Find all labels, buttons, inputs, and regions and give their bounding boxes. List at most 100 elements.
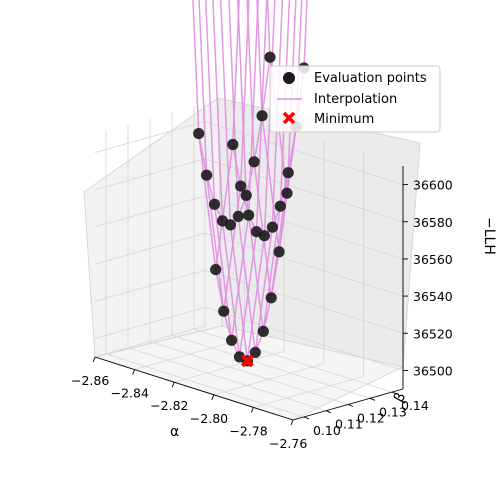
evaluation-point xyxy=(258,230,270,242)
interpolation-segment xyxy=(228,0,240,217)
y-tick-label: 0.10 xyxy=(313,423,341,438)
grid-floor-y xyxy=(149,341,349,405)
grid-floor-y xyxy=(105,353,305,418)
minimum-marker xyxy=(241,354,254,368)
evaluation-point xyxy=(273,246,285,258)
z-tick-label: 36600 xyxy=(413,178,453,193)
grid-left-z xyxy=(94,307,206,339)
x-tick-mark xyxy=(132,369,136,375)
evaluation-point xyxy=(282,167,294,179)
grid-left-z xyxy=(94,158,206,191)
evaluation-point xyxy=(208,198,221,210)
y-tick-mark xyxy=(347,404,354,407)
evaluation-point xyxy=(257,325,269,337)
interpolation-segment xyxy=(246,0,255,162)
interpolation-segment xyxy=(263,0,276,236)
evaluation-point xyxy=(201,169,213,181)
z-tick-label: 36580 xyxy=(413,215,453,230)
x-axis-line xyxy=(94,356,294,421)
evaluation-point xyxy=(264,51,276,63)
evaluation-point xyxy=(193,128,205,140)
x-tick-label: −2.84 xyxy=(111,386,149,401)
legend-box xyxy=(269,65,441,133)
interpolation-segment xyxy=(214,269,225,312)
interpolation-segment xyxy=(278,193,288,252)
interpolation-segment xyxy=(192,0,200,134)
evaluation-point xyxy=(226,334,238,346)
interpolation-segment xyxy=(261,57,271,116)
legend-label-interpolation: Interpolation xyxy=(314,92,397,107)
z-tick-label: 36560 xyxy=(413,252,453,267)
evaluation-point xyxy=(265,292,277,304)
interpolation-segment xyxy=(303,0,308,69)
interpolation-segment xyxy=(271,0,284,228)
interpolation-segment xyxy=(270,251,280,298)
y-tick-mark xyxy=(325,410,332,414)
interpolation-segment xyxy=(230,215,250,341)
interpolation-segment xyxy=(205,175,225,312)
interpolation-segment xyxy=(197,133,208,176)
interpolation-segment xyxy=(255,0,268,232)
interpolation-segment xyxy=(232,144,242,187)
evaluation-point xyxy=(224,219,236,231)
z-tick-label: 36500 xyxy=(413,363,453,378)
grid-back-z xyxy=(204,232,404,297)
z-axis-label: −LLH xyxy=(481,217,497,255)
grid-lines xyxy=(94,103,404,421)
evaluation-point xyxy=(210,264,222,276)
legend-label-minimum: Minimum xyxy=(314,112,374,127)
interpolation-segment xyxy=(246,235,266,361)
interpolation-segment xyxy=(253,161,272,298)
x-tick-label: −2.76 xyxy=(269,436,307,451)
interpolation-segment xyxy=(247,0,259,216)
y-tick-label: 0.14 xyxy=(401,398,429,413)
x-tick-label: −2.80 xyxy=(190,411,228,426)
axes-lines xyxy=(92,166,408,426)
legend-label-points: Evaluation points xyxy=(314,71,427,86)
y-tick-label: 0.13 xyxy=(379,404,407,419)
y-tick-mark xyxy=(391,391,398,395)
evaluation-point xyxy=(256,110,268,122)
evaluation-point xyxy=(218,305,230,317)
grid-left-z xyxy=(94,195,206,228)
interpolation-segment xyxy=(237,216,257,353)
z-tick-label: 36540 xyxy=(413,289,453,304)
evaluation-point xyxy=(227,138,239,151)
grid-floor-y xyxy=(171,334,371,399)
grid-floor-y xyxy=(127,347,327,412)
interpolation-segment xyxy=(295,0,303,127)
interpolation-segment xyxy=(239,0,250,187)
x-tick-label: −2.78 xyxy=(229,423,267,438)
interpolation-segment xyxy=(279,0,291,207)
interpolation-segment xyxy=(205,0,216,205)
evaluation-point xyxy=(248,156,260,168)
interpolation-segment xyxy=(213,204,233,341)
y-tick-label: 0.11 xyxy=(335,417,363,432)
grid-left-z xyxy=(94,232,206,265)
grid-back-z xyxy=(204,121,404,185)
minimum-x-mark xyxy=(241,354,254,368)
interpolation-segment xyxy=(232,0,240,145)
y-tick-mark xyxy=(303,416,310,420)
evaluation-point xyxy=(266,221,278,233)
interpolation-segment xyxy=(214,144,234,270)
evaluation-point xyxy=(249,346,261,358)
grid-left-z xyxy=(94,121,206,153)
y-tick-mark xyxy=(369,397,376,401)
evaluation-point xyxy=(240,189,252,201)
evaluation-point xyxy=(235,180,247,192)
evaluation-point xyxy=(243,209,255,221)
grid-left-z xyxy=(94,269,206,302)
legend: Evaluation points Interpolation Minimum xyxy=(269,65,441,133)
tick-labels: −2.86−2.84−2.82−2.80−2.78−2.76 0.100.11 0.… xyxy=(71,178,453,451)
legend-point-icon xyxy=(283,72,295,84)
interpolation-segment xyxy=(222,185,242,312)
x-tick-label: −2.82 xyxy=(150,398,188,413)
x-tick-mark xyxy=(92,356,96,363)
interpolation-segment xyxy=(221,220,241,357)
x-tick-label: −2.86 xyxy=(71,373,109,388)
grid-back-z xyxy=(204,307,404,371)
interpolation-segment xyxy=(262,297,272,332)
legend-x-icon xyxy=(282,111,296,125)
